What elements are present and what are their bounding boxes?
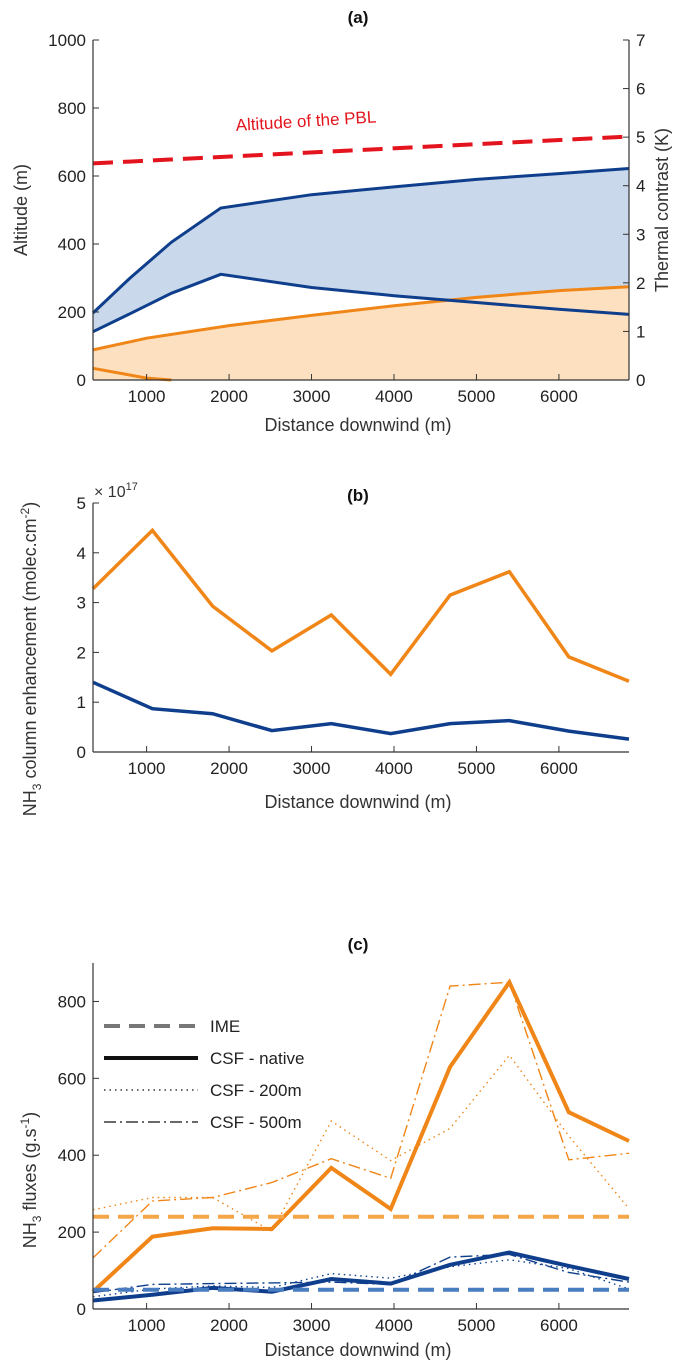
orange-area-fill — [93, 286, 629, 380]
series-orange-native — [91, 978, 630, 1294]
legend: IME CSF - native CSF - 200m CSF - 500m — [104, 1017, 304, 1132]
panel-b-ylabel: NH3 column enhancement (molec.cm-2) — [18, 502, 44, 816]
series-blue — [92, 680, 630, 741]
panel-a: 1000 2000 3000 4000 5000 6000 0 200 400 600 800 100… — [11, 8, 672, 435]
pbl-annotation: Altitude of the PBL — [235, 107, 377, 135]
panel-b-xtick-label: 1000 — [128, 759, 166, 778]
series-orange-500m — [92, 981, 630, 1259]
panel-a-y2tick-label: 5 — [636, 128, 645, 147]
panel-c: 1000 2000 3000 4000 5000 6000 0 200 400 600 800 (c… — [18, 935, 630, 1360]
panel-b-xtick-label: 5000 — [458, 759, 496, 778]
panel-c-xtick-label: 4000 — [375, 1316, 413, 1335]
panel-a-xtick-label: 3000 — [293, 387, 331, 406]
blue-lower-line — [92, 272, 630, 334]
panel-c-ytick-label: 400 — [58, 1146, 86, 1165]
panel-b-ytick-label: 1 — [77, 693, 86, 712]
panel-c-ytick-label: 200 — [58, 1223, 86, 1242]
panel-a-y2tick-label: 4 — [636, 177, 645, 196]
panel-b-xtick-label: 3000 — [293, 759, 331, 778]
panel-a-ytick-label: 800 — [58, 99, 86, 118]
panel-a-ytick-label: 0 — [77, 371, 86, 390]
panel-b-xtick-label: 4000 — [375, 759, 413, 778]
panel-b-ytick-label: 5 — [77, 494, 86, 513]
panel-a-xlabel: Distance downwind (m) — [264, 415, 451, 435]
panel-b-xtick-label: 2000 — [210, 759, 248, 778]
panel-c-ylabel: NH3 fluxes (g.s-1) — [18, 1112, 44, 1248]
panel-a-y2tick-label: 0 — [636, 371, 645, 390]
panel-c-xtick-label: 3000 — [293, 1316, 331, 1335]
panel-a-xtick-label: 4000 — [375, 387, 413, 406]
series-blue-200m — [92, 1259, 630, 1298]
panel-c-title: (c) — [348, 935, 369, 954]
panel-a-y2tick-label: 6 — [636, 80, 645, 99]
panel-c-ytick-label: 600 — [58, 1069, 86, 1088]
panel-a-y2tick-label: 2 — [636, 274, 645, 293]
panel-b-xtick-label: 6000 — [540, 759, 578, 778]
legend-label-200m: CSF - 200m — [210, 1081, 302, 1100]
panel-a-xtick-label: 2000 — [210, 387, 248, 406]
panel-a-title: (a) — [348, 8, 369, 27]
legend-label-native: CSF - native — [210, 1049, 304, 1068]
panel-a-y2label: Thermal contrast (K) — [652, 128, 672, 292]
panel-a-xtick-label: 5000 — [458, 387, 496, 406]
panel-c-xtick-label: 1000 — [128, 1316, 166, 1335]
panel-a-xtick-label: 6000 — [540, 387, 578, 406]
panel-b-ytick-label: 4 — [77, 544, 86, 563]
pbl-line — [92, 134, 630, 166]
panel-a-y2tick-label: 1 — [636, 322, 645, 341]
panel-a-ytick-label: 600 — [58, 167, 86, 186]
blue-band-fill — [93, 168, 629, 332]
series-orange — [91, 527, 630, 683]
panel-c-xtick-label: 5000 — [458, 1316, 496, 1335]
series-blue-500m — [92, 1253, 630, 1294]
panel-a-xtick-label: 1000 — [128, 387, 166, 406]
legend-label-500m: CSF - 500m — [210, 1113, 302, 1132]
panel-b-xlabel: Distance downwind (m) — [264, 792, 451, 812]
panel-a-ytick-label: 400 — [58, 235, 86, 254]
panel-a-ytick-label: 1000 — [48, 31, 86, 50]
panel-b-ytick-label: 2 — [77, 643, 86, 662]
panel-a-ytick-label: 200 — [58, 303, 86, 322]
panel-c-xtick-label: 6000 — [540, 1316, 578, 1335]
panel-b: 1000 2000 3000 4000 5000 6000 0 1 2 3 4 5 (b) × 101… — [18, 481, 630, 816]
panel-b-title: (b) — [347, 486, 369, 505]
blue-upper-line — [91, 167, 630, 315]
panel-c-ytick-label: 0 — [77, 1300, 86, 1319]
panel-b-ytick-label: 0 — [77, 743, 86, 762]
panel-a-y2tick-label: 3 — [636, 225, 645, 244]
orange-upper-line — [92, 285, 630, 352]
panel-a-ylabel: Altitude (m) — [11, 164, 31, 256]
series-orange-200m — [92, 1054, 630, 1233]
panel-c-xlabel: Distance downwind (m) — [264, 1340, 451, 1360]
legend-label-ime: IME — [210, 1017, 240, 1036]
panel-c-xtick-label: 2000 — [210, 1316, 248, 1335]
panel-c-ytick-label: 800 — [58, 992, 86, 1011]
panel-a-y2tick-label: 7 — [636, 31, 645, 50]
panel-b-ytick-label: 3 — [77, 594, 86, 613]
exponent-label: × 1017 — [94, 481, 138, 501]
